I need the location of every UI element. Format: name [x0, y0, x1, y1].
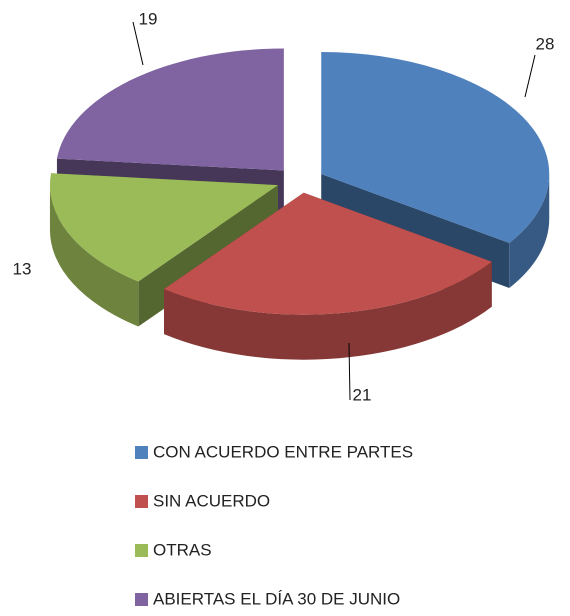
slice-top: [164, 192, 492, 315]
legend-swatch: [135, 593, 148, 606]
leader-line: [524, 54, 536, 98]
slice: [164, 192, 492, 360]
slice-wall: [509, 174, 550, 289]
leader-line: [132, 21, 144, 66]
slice-wall: [49, 185, 139, 327]
slice-top: [49, 173, 278, 282]
legend-label: CON ACUERDO ENTRE PARTES: [153, 442, 413, 461]
leader-line: [348, 342, 351, 401]
data-label: 19: [139, 9, 158, 28]
legend-label: SIN ACUERDO: [153, 491, 270, 510]
slice-top: [321, 52, 550, 244]
legend-swatch: [135, 544, 148, 557]
legend-swatch: [135, 446, 148, 459]
data-label: 13: [13, 259, 32, 278]
data-label: 21: [353, 385, 372, 404]
legend-swatch: [135, 495, 148, 508]
legend-label: ABIERTAS EL DÍA 30 DE JUNIO: [153, 589, 400, 608]
data-label: 28: [536, 34, 555, 53]
slice-wall: [164, 261, 492, 360]
slice-top: [56, 48, 284, 171]
legend-label: OTRAS: [153, 540, 212, 559]
